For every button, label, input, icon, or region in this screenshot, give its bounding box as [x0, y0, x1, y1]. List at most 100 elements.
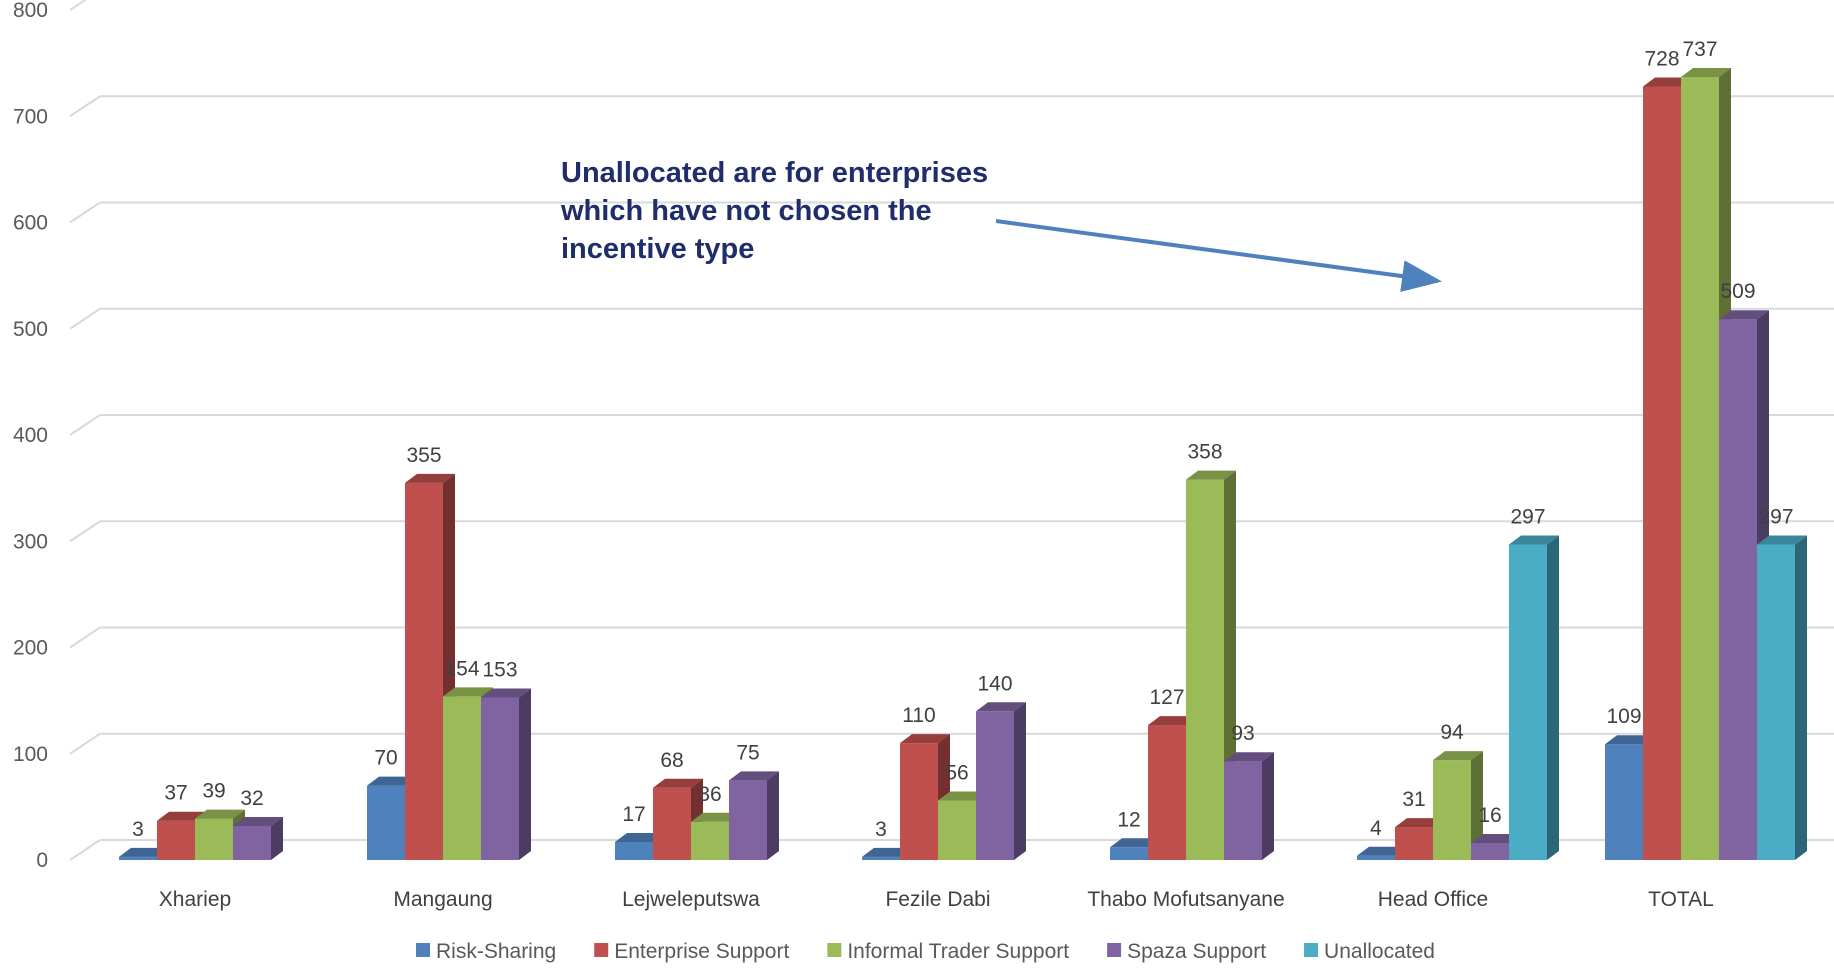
- bar-top: [233, 817, 283, 826]
- bar-front: [195, 818, 233, 860]
- gridline-diag: [69, 307, 101, 330]
- bar: [1110, 838, 1160, 860]
- bar-top: [1509, 535, 1559, 545]
- data-label: 16: [1478, 804, 1501, 827]
- bar-top: [1681, 67, 1731, 77]
- bar-top: [1357, 846, 1407, 856]
- bar-front: [1643, 86, 1681, 860]
- gridline-diag: [69, 626, 101, 649]
- legend-item: Risk-Sharing: [416, 940, 556, 963]
- gridline-diag: [69, 201, 101, 224]
- legend-swatch: [1107, 943, 1122, 957]
- bar: [233, 817, 283, 860]
- legend-item: Spaza Support: [1107, 940, 1266, 963]
- data-label: 509: [1720, 280, 1755, 303]
- y-tick-label: 300: [13, 530, 48, 553]
- bar: [1433, 751, 1483, 860]
- legend-label: Unallocated: [1324, 940, 1435, 963]
- category-label: Head Office: [1378, 888, 1489, 911]
- y-tick-label: 500: [13, 318, 48, 341]
- data-label: 3: [875, 818, 887, 841]
- y-tick-label: 600: [13, 212, 48, 235]
- bar-front: [1681, 76, 1719, 860]
- gridline-diag: [69, 0, 87, 11]
- y-tick-label: 0: [36, 849, 48, 872]
- data-label: 36: [698, 783, 721, 806]
- y-axis: 0 100 200 300 400 500 600 700 800: [13, 0, 48, 872]
- bar: [1224, 752, 1274, 860]
- gridline-diag: [69, 732, 101, 755]
- bar-side: [1471, 751, 1483, 860]
- bar-front: [938, 800, 976, 860]
- y-tick-label: 100: [13, 743, 48, 766]
- bar-top: [1643, 77, 1693, 87]
- bar-top: [615, 832, 665, 842]
- bar-front: [119, 856, 157, 860]
- data-label: 4: [1370, 817, 1382, 840]
- category-label: TOTAL: [1648, 888, 1714, 911]
- bar-top: [443, 687, 493, 697]
- y-tick-label: 700: [13, 105, 48, 128]
- data-label: 110: [902, 704, 935, 727]
- data-label: 728: [1644, 48, 1679, 71]
- bar-front: [1719, 319, 1757, 860]
- bar: [976, 702, 1026, 860]
- bar-front: [1471, 843, 1509, 860]
- bar-side: [1547, 535, 1559, 860]
- bar-top: [367, 776, 417, 786]
- gridline-diag: [69, 414, 101, 436]
- bar-front: [862, 856, 900, 860]
- bar: [1509, 535, 1559, 860]
- bar: [481, 688, 531, 860]
- data-label: 109: [1606, 705, 1641, 728]
- bar-top: [195, 809, 245, 819]
- bar-top: [938, 791, 988, 801]
- bar-front: [1148, 725, 1186, 860]
- data-label: 70: [374, 747, 397, 770]
- bar-front: [1395, 827, 1433, 860]
- legend: Risk-Sharing Enterprise Support Informal T…: [416, 940, 1435, 963]
- legend-item: Enterprise Support: [594, 940, 789, 963]
- bar-top: [653, 778, 703, 788]
- bar-top: [976, 702, 1026, 712]
- bar-top: [691, 812, 741, 822]
- data-label: 93: [1231, 722, 1254, 745]
- data-label: 355: [406, 444, 441, 467]
- legend-label: Informal Trader Support: [847, 940, 1069, 963]
- bar-top: [1719, 310, 1769, 320]
- data-label: 737: [1682, 38, 1717, 61]
- bar-top: [405, 473, 455, 483]
- gridline-diag: [69, 95, 101, 118]
- data-label: 39: [202, 780, 225, 803]
- data-label: 37: [164, 782, 187, 805]
- gridline-diag: [69, 839, 101, 861]
- data-labels: 3 37 39 32 70 355 154 153 17 68 36 75 3 110 56 140 12 127…: [132, 38, 1793, 841]
- legend-swatch: [416, 943, 430, 957]
- bar-front: [1605, 744, 1643, 860]
- data-label: 17: [622, 803, 645, 826]
- bar-front: [157, 820, 195, 860]
- bar-top: [1148, 716, 1198, 726]
- bar-top: [900, 734, 950, 744]
- bar-top: [481, 688, 531, 698]
- bar-front: [443, 696, 481, 860]
- bar-top: [1186, 470, 1236, 480]
- data-label: 68: [660, 749, 683, 772]
- bar-side: [1795, 535, 1807, 860]
- bar-front: [1757, 544, 1795, 860]
- data-label: 153: [482, 658, 517, 681]
- data-label: 127: [1149, 686, 1184, 709]
- gridline-diag: [69, 520, 101, 543]
- data-label: 56: [945, 762, 968, 785]
- data-label: 94: [1440, 721, 1464, 744]
- bar-front: [976, 711, 1014, 860]
- bar-top: [1433, 751, 1483, 761]
- data-label: 358: [1187, 441, 1222, 464]
- data-label: 140: [977, 672, 1012, 695]
- bar-front: [405, 482, 443, 860]
- bar-top: [157, 811, 207, 821]
- bar-top: [862, 847, 912, 857]
- data-label: 32: [240, 787, 263, 810]
- legend-swatch: [594, 943, 609, 957]
